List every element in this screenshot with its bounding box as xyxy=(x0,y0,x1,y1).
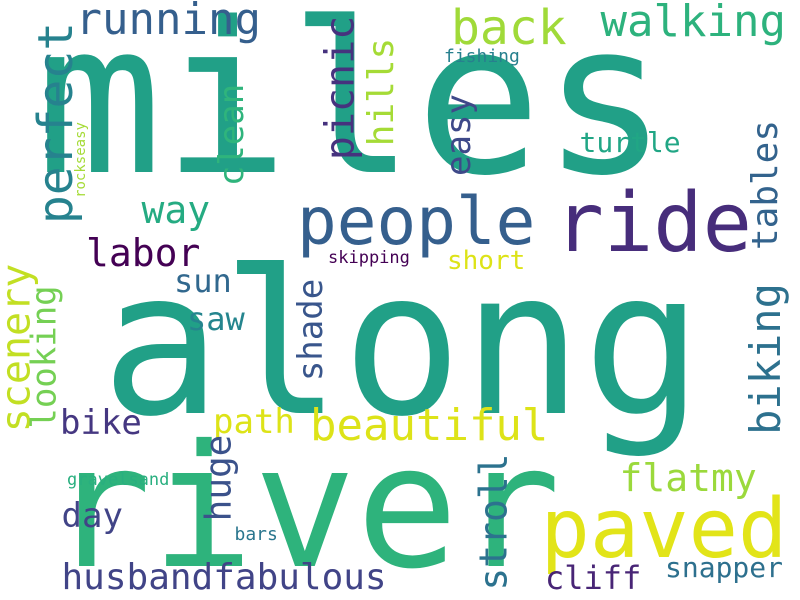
word-beautiful: beautiful xyxy=(310,400,549,451)
word-bars: bars xyxy=(234,524,278,545)
word-ride: ride xyxy=(554,176,752,271)
word-river: river xyxy=(49,409,561,600)
word-hills: hills xyxy=(361,37,403,147)
word-stroll: stroll xyxy=(471,453,516,591)
word-bike: bike xyxy=(60,403,142,443)
word-tables: tables xyxy=(745,119,787,251)
word-day: day xyxy=(61,496,123,536)
word-skipping: skipping xyxy=(328,247,410,268)
word-running: running xyxy=(75,0,261,45)
word-people: people xyxy=(297,183,536,260)
word-miles: miles xyxy=(36,0,669,222)
word-walking: walking xyxy=(600,0,786,47)
word-looking: looking xyxy=(24,285,65,429)
word-rockseasy: rockseasy xyxy=(72,122,89,198)
word-labor: labor xyxy=(86,231,201,275)
word-fishing: fishing xyxy=(444,46,520,67)
word-path: path xyxy=(213,402,295,442)
word-gravelsand: gravelsand xyxy=(67,469,170,490)
word-huge: huge xyxy=(197,434,239,522)
word-shade: shade xyxy=(291,278,332,382)
word-short: short xyxy=(447,246,526,276)
word-turtle: turtle xyxy=(579,126,681,159)
word-sun: sun xyxy=(174,262,232,300)
word-way: way xyxy=(141,188,211,232)
word-picnic: picnic xyxy=(316,15,363,161)
word-cliff: cliff xyxy=(545,559,642,597)
word-clean: clean xyxy=(212,83,253,187)
word-husbandfabulous: husbandfabulous xyxy=(61,557,387,598)
word-snapper: snapper xyxy=(665,551,784,584)
word-biking: biking xyxy=(740,283,790,435)
word-along: along xyxy=(101,228,704,461)
word-easy: easy xyxy=(438,94,479,176)
word-saw: saw xyxy=(187,300,245,338)
word-back: back xyxy=(451,0,567,56)
word-paved: paved xyxy=(540,482,788,577)
word-flatmy: flatmy xyxy=(619,456,757,500)
